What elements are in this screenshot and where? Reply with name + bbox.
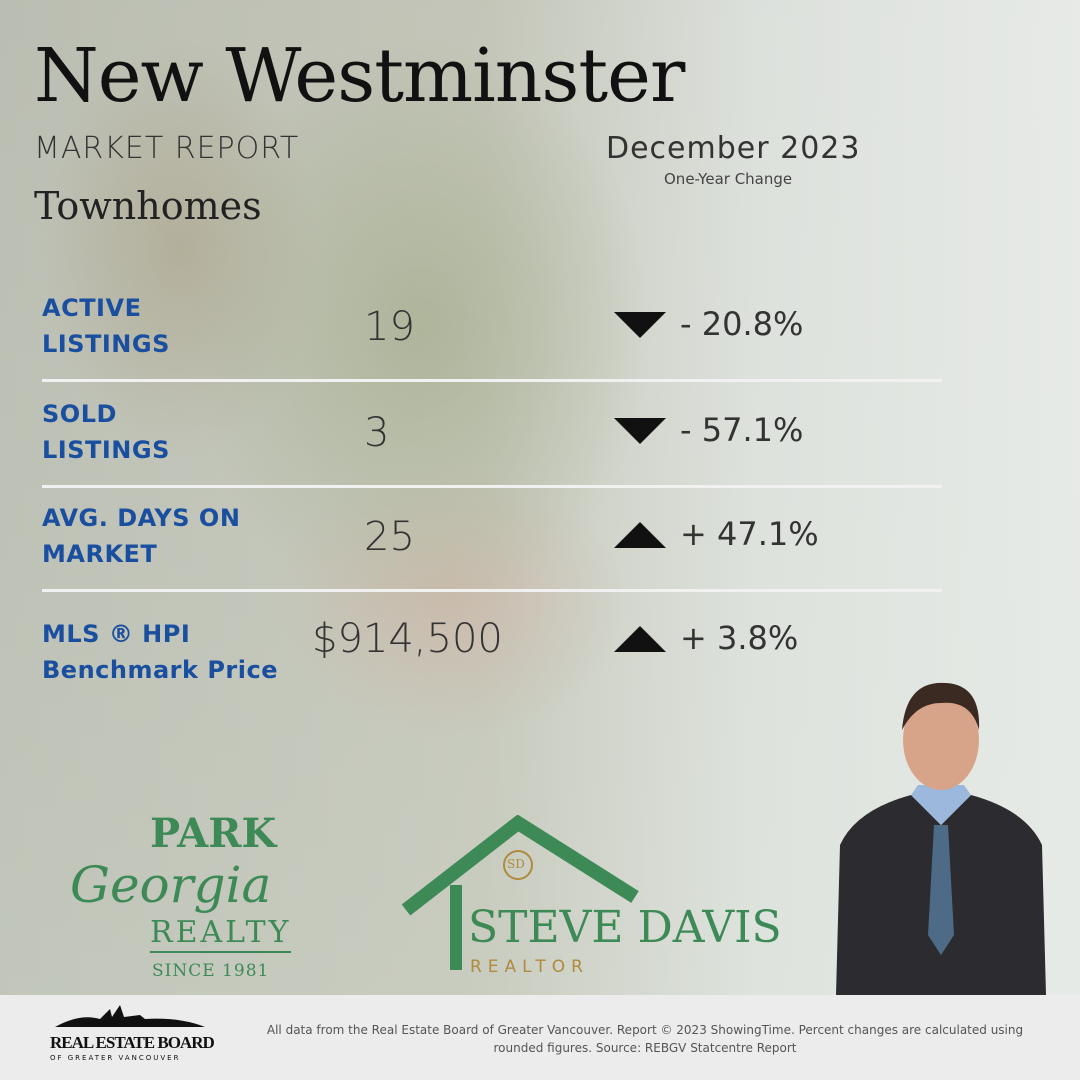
metric-label: AVG. DAYS ON MARKET	[42, 500, 240, 572]
footer: REAL ESTATE BOARD OF GREATER VANCOUVER A…	[0, 995, 1080, 1080]
metric-change: + 47.1%	[680, 515, 819, 553]
logo-text: OF GREATER VANCOUVER	[50, 1054, 181, 1062]
metric-label: SOLD LISTINGS	[42, 396, 170, 468]
house-icon	[401, 815, 639, 970]
metric-value: $914,500	[312, 616, 503, 662]
logo-text: STEVE DAVIS	[468, 902, 782, 953]
metric-row-days-on-market: AVG. DAYS ON MARKET 25 + 47.1%	[42, 500, 942, 590]
metric-row-active-listings: ACTIVE LISTINGS 19 - 20.8%	[42, 290, 942, 380]
metric-label: MLS ® HPI Benchmark Price	[42, 616, 278, 688]
logo-text: Georgia	[70, 856, 272, 914]
divider	[42, 589, 942, 592]
label-line: ACTIVE	[42, 294, 142, 322]
metric-change: + 3.8%	[680, 619, 799, 657]
page-title: New Westminster	[34, 33, 685, 119]
metric-value: 3	[364, 410, 390, 456]
skyline-icon	[55, 1005, 205, 1027]
metric-change: - 20.8%	[680, 305, 804, 343]
property-type: Townhomes	[34, 184, 262, 228]
label-line: AVG. DAYS ON	[42, 504, 241, 532]
down-arrow-icon	[614, 312, 666, 338]
logo-text: PARK	[150, 810, 277, 857]
change-label: One-Year Change	[664, 170, 793, 188]
divider	[42, 485, 942, 488]
park-georgia-realty-logo: PARK Georgia REALTY SINCE 1981	[60, 812, 360, 987]
report-subtitle: MARKET REPORT	[34, 131, 300, 166]
label-line: LISTINGS	[42, 436, 170, 464]
up-arrow-icon	[614, 626, 666, 652]
monogram: SD	[507, 857, 525, 871]
disclaimer: All data from the Real Estate Board of G…	[266, 1023, 1024, 1055]
metric-value: 25	[364, 514, 415, 560]
logo-text: REALTY	[150, 915, 292, 953]
metric-change: - 57.1%	[680, 411, 804, 449]
steve-davis-realtor-logo: SD STEVE DAVIS REALTOR	[400, 815, 830, 980]
metric-row-sold-listings: SOLD LISTINGS 3 - 57.1%	[42, 396, 942, 486]
report-period: December 2023	[606, 131, 861, 166]
down-arrow-icon	[614, 418, 666, 444]
label-line: Benchmark Price	[42, 656, 278, 684]
label-line: SOLD	[42, 400, 117, 428]
logo-text: REALTOR	[470, 957, 589, 977]
divider	[42, 379, 942, 382]
agent-photo	[836, 682, 1046, 995]
metric-value: 19	[364, 304, 415, 350]
label-line: LISTINGS	[42, 330, 170, 358]
metric-label: ACTIVE LISTINGS	[42, 290, 170, 362]
label-line: MLS ® HPI	[42, 620, 191, 648]
rebgv-logo: REAL ESTATE BOARD OF GREATER VANCOUVER	[50, 1003, 220, 1073]
metric-row-benchmark-price: MLS ® HPI Benchmark Price $914,500 + 3.8%	[42, 616, 942, 706]
logo-text: SINCE 1981	[152, 961, 270, 981]
label-line: MARKET	[42, 540, 158, 568]
logo-text: REAL ESTATE BOARD	[50, 1033, 215, 1052]
up-arrow-icon	[614, 522, 666, 548]
